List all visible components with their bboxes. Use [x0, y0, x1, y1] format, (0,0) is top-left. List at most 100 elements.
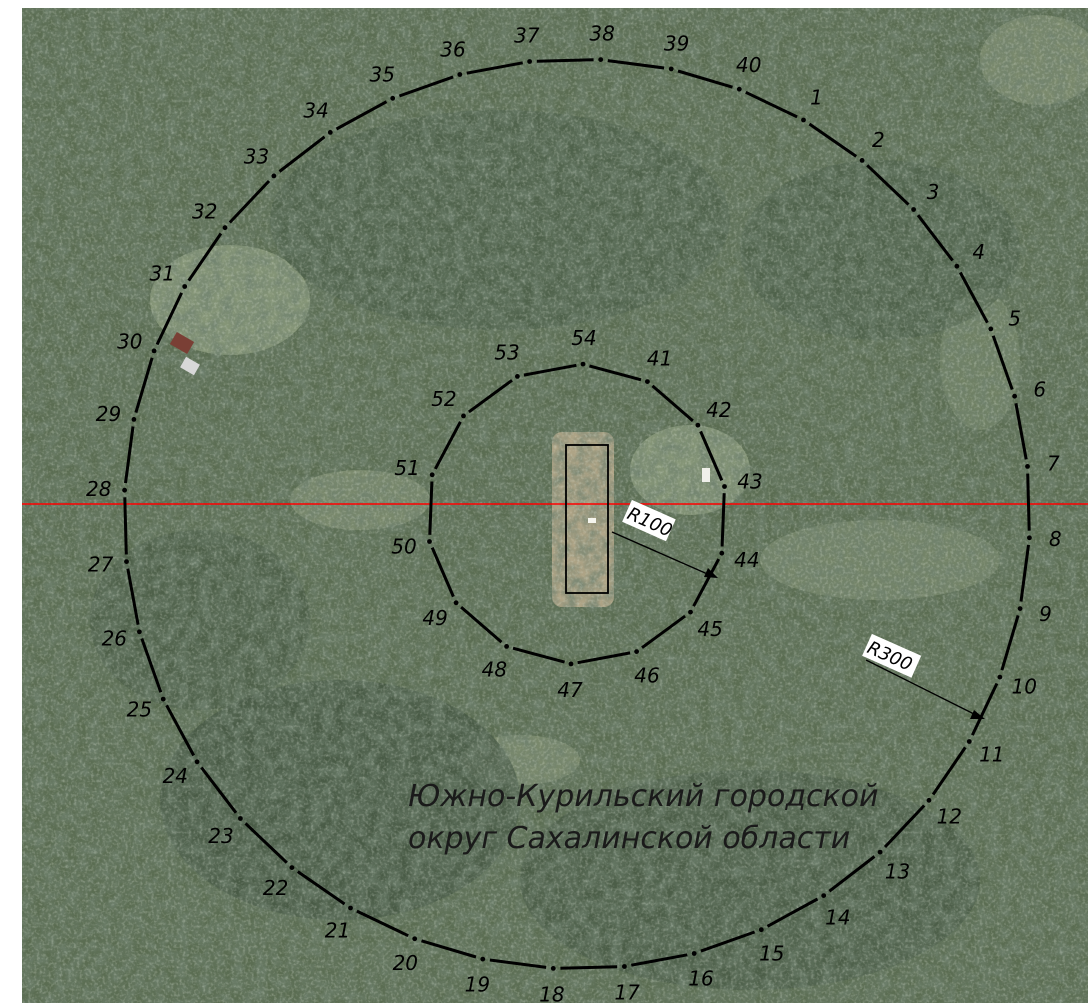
inner-point-label-41: 41 [647, 347, 672, 371]
outer-boundary-segment [808, 122, 858, 158]
inner-point-label-45: 45 [697, 617, 722, 641]
outer-boundary-segment [123, 497, 128, 555]
inner-vertex-41 [645, 379, 650, 384]
outer-vertex-2 [859, 158, 865, 163]
outer-point-label-30: 30 [117, 330, 142, 354]
outer-boundary-segment [536, 58, 594, 63]
outer-point-label-28: 28 [86, 477, 111, 501]
outer-vertex-13 [877, 849, 883, 855]
outer-vertex-24 [194, 759, 200, 765]
inner-point-label-52: 52 [431, 387, 456, 411]
inner-vertex-54 [580, 361, 586, 367]
outer-boundary-segment [356, 909, 409, 938]
radius-arrowhead-r100 [704, 568, 718, 578]
inner-boundary-segment [433, 421, 462, 470]
inner-boundary-segment [699, 430, 724, 481]
outer-point-label-27: 27 [88, 552, 114, 576]
outer-vertex-6 [1012, 393, 1017, 399]
outer-point-label-13: 13 [885, 860, 910, 884]
inner-point-label-46: 46 [634, 664, 659, 688]
outer-vertex-35 [390, 95, 396, 101]
outer-boundary-segment [466, 61, 523, 75]
inner-point-label-49: 49 [422, 606, 447, 630]
outer-point-label-2: 2 [872, 128, 885, 152]
outer-point-label-31: 31 [149, 262, 174, 286]
inner-vertex-43 [722, 484, 727, 489]
outer-boundary-segment [489, 958, 547, 969]
outer-boundary-segment [1026, 473, 1031, 531]
outer-boundary-segment [134, 357, 154, 414]
outer-point-label-38: 38 [589, 22, 614, 46]
outer-point-label-11: 11 [979, 743, 1004, 767]
outer-boundary-segment [165, 704, 196, 757]
outer-vertex-33 [271, 173, 277, 179]
inner-point-label-51: 51 [394, 456, 419, 480]
radius-tag-r100 [622, 499, 676, 542]
outer-point-label-1: 1 [810, 85, 823, 109]
outer-vertex-9 [1017, 606, 1023, 611]
outer-vertex-1 [801, 117, 806, 123]
site-rectangle [565, 444, 609, 594]
outer-point-label-8: 8 [1049, 527, 1062, 551]
inner-boundary-segment [651, 384, 694, 423]
outer-vertex-39 [668, 66, 674, 72]
outer-point-label-22: 22 [263, 876, 288, 900]
inner-boundary-segment [577, 651, 631, 665]
outer-point-label-12: 12 [937, 805, 962, 829]
outer-boundary-segment [607, 59, 665, 70]
outer-boundary-segment [278, 135, 326, 173]
outer-vertex-40 [736, 86, 742, 92]
outer-point-label-17: 17 [614, 980, 640, 1004]
inner-vertex-50 [427, 539, 432, 544]
inner-point-label-44: 44 [734, 548, 759, 572]
outer-point-label-25: 25 [127, 698, 152, 722]
inner-vertex-46 [634, 649, 639, 654]
outer-boundary-segment [866, 164, 910, 206]
inner-boundary-segment [641, 614, 686, 649]
inner-vertex-44 [719, 550, 725, 556]
inner-vertex-47 [568, 661, 574, 667]
inner-boundary-segment [523, 363, 577, 377]
outer-boundary-segment [1014, 403, 1028, 460]
inner-vertex-45 [688, 609, 693, 615]
inner-vertex-52 [461, 413, 466, 419]
outer-vertex-17 [622, 964, 627, 969]
outer-boundary-segment [187, 232, 223, 282]
inner-point-label-43: 43 [737, 470, 762, 494]
inner-point-label-50: 50 [391, 534, 416, 558]
outer-point-label-32: 32 [192, 199, 217, 223]
inner-point-label-54: 54 [571, 326, 596, 350]
satellite-imagery [22, 8, 1088, 1003]
outer-vertex-26 [137, 629, 142, 635]
inner-vertex-42 [695, 422, 701, 428]
outer-vertex-5 [988, 326, 994, 332]
outer-boundary-segment [244, 822, 288, 864]
radius-arrowhead-r300 [970, 710, 985, 719]
outer-boundary-segment [700, 930, 756, 953]
outer-vertex-32 [222, 225, 228, 231]
outer-boundary-segment [828, 855, 876, 893]
outer-vertex-11 [966, 739, 972, 744]
outer-boundary-segment [1000, 614, 1020, 671]
outer-point-label-23: 23 [208, 824, 233, 848]
inner-boundary-segment [468, 379, 513, 414]
outer-boundary-segment [124, 426, 135, 484]
outer-point-label-39: 39 [664, 32, 689, 56]
outer-boundary-segment [745, 90, 798, 119]
outer-vertex-36 [457, 72, 463, 77]
region-label-line2: округ Сахалинской области [408, 821, 850, 856]
outer-vertex-8 [1027, 535, 1032, 541]
outer-vertex-34 [327, 130, 333, 135]
outer-vertex-30 [151, 348, 157, 354]
inner-boundary-segment [430, 547, 455, 598]
inner-boundary-segment [692, 558, 721, 607]
radius-leader-r100 [611, 531, 713, 577]
outer-boundary-segment [631, 953, 688, 967]
outer-point-label-33: 33 [244, 145, 269, 169]
inner-point-label-47: 47 [557, 678, 583, 702]
outer-point-label-21: 21 [325, 919, 350, 943]
inner-vertex-48 [504, 644, 509, 649]
inner-boundary-segment [720, 493, 726, 547]
building [180, 356, 200, 376]
outer-boundary-segment [398, 75, 454, 98]
